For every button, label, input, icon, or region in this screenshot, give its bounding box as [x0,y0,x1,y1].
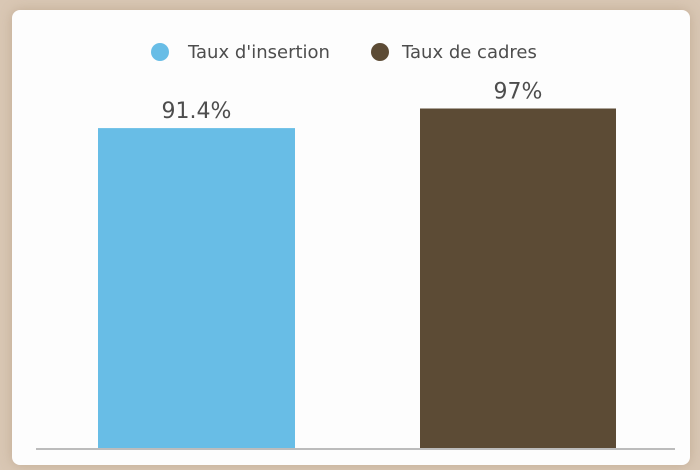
legend-marker-cadres [371,43,389,61]
bars [98,108,616,448]
legend: Taux d'insertion Taux de cadres [151,42,537,63]
bar-value-label-insertion: 91.4% [162,99,232,124]
bar-taux-insertion [98,128,295,448]
legend-label-cadres: Taux de cadres [401,42,537,63]
bar-value-label-cadres: 97% [494,80,543,105]
bar-taux-cadres [420,108,616,448]
legend-label-insertion: Taux d'insertion [187,42,330,63]
legend-marker-insertion [151,43,169,61]
data-labels: 91.4% 97% [162,80,543,125]
